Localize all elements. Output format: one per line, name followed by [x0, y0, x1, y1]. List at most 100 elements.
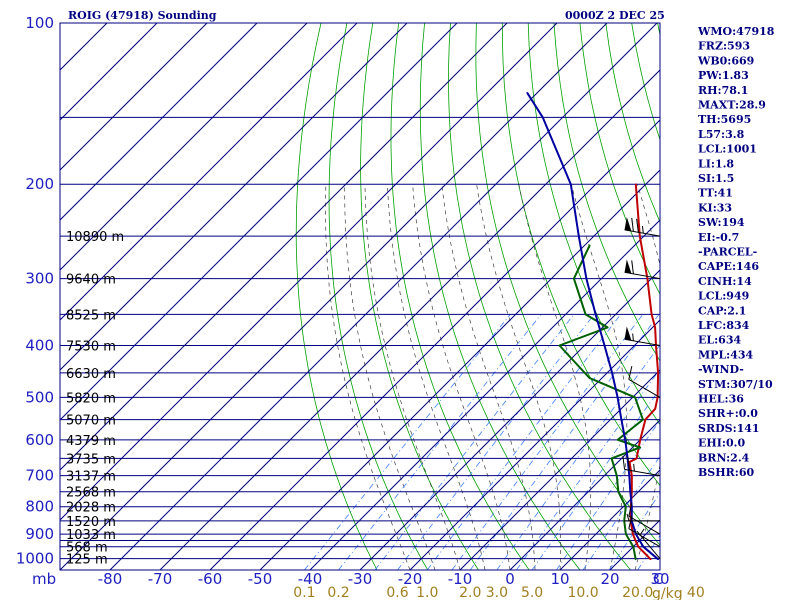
temperature-point [644, 418, 647, 421]
wind-barb-full [631, 260, 634, 274]
wind-barb-full [622, 455, 626, 470]
isotherm-line [459, 369, 660, 570]
isotherm-line [60, 23, 158, 121]
height-label: 5820 m [66, 391, 116, 406]
parcel-point [603, 344, 606, 347]
dewpoint-point [625, 533, 627, 535]
index-entry: LI:1.8 [698, 157, 734, 170]
index-entry: EI:-0.7 [698, 231, 739, 244]
height-label: 8525 m [66, 308, 116, 323]
wind-barb-staff [628, 378, 661, 398]
index-entry: FRZ:593 [698, 40, 750, 53]
wind-barb-half [633, 463, 635, 472]
parcel-point [620, 418, 623, 421]
wind-barb-half [626, 513, 630, 521]
isotherm-line [109, 23, 658, 570]
isotherm-line [60, 23, 558, 521]
temperature-point [632, 533, 634, 535]
wind-barb-half [642, 225, 644, 234]
height-label: 568 m [66, 541, 108, 556]
temperature-point [656, 396, 659, 399]
temperature-point [631, 474, 633, 477]
parcel-point [611, 372, 613, 374]
temperature-point [654, 408, 656, 410]
temperature-point [637, 545, 640, 548]
wind-barb-staff [628, 515, 661, 535]
height-label: 1520 m [66, 515, 116, 530]
pressure-axis-labels: 100 200 300 400 500 600 700 800 900 1000 [16, 14, 54, 568]
index-entry: -PARCEL- [698, 246, 757, 259]
dewpoint-point [639, 446, 641, 449]
pressure-tick-label: 200 [25, 175, 54, 193]
dewpoint-point [616, 439, 619, 441]
dry-adiabat-line [328, 23, 429, 570]
wind-barb-full [627, 456, 630, 471]
mixing-ratio-labels: 0.1 0.2 0.6 1.0 2.0 3.0 5.0 10.0 20.0 40 [293, 585, 704, 600]
mixing-ratio-tick-label: 1.0 [416, 585, 438, 600]
height-label: 125 m [66, 553, 108, 568]
index-entry: LCL:1001 [698, 143, 757, 156]
isotherm-line [559, 469, 660, 570]
mixing-ratio-tick-label: 10.0 [567, 585, 598, 600]
parcel-point [541, 116, 544, 119]
isotherm-line [60, 23, 408, 371]
index-entry: LFC:834 [698, 319, 750, 332]
wind-barbs [622, 217, 661, 559]
index-entry: CAP:2.1 [698, 304, 746, 317]
index-entry: TT:41 [698, 187, 733, 200]
wind-barb-pennant [624, 217, 632, 232]
temperature-point [635, 183, 637, 185]
temperature-point [635, 457, 638, 460]
mixing-ratio-tick-label: 40 [687, 585, 705, 600]
pressure-tick-label: 600 [25, 431, 54, 449]
temperature-axis-labels: -80 -70 -60 -50 -40 -30 -20 -10 0 10 20 30 [98, 570, 670, 588]
temperature-tick-label: 30 [650, 570, 669, 588]
dewpoint-point [642, 418, 644, 421]
height-labels: 10890 m 9640 m 8525 m 7530 m 6630 m 5820 m 507… [66, 230, 124, 567]
mixing-ratio-unit-label: g/kg [652, 586, 683, 600]
parcel-point [657, 558, 659, 561]
parcel-point [642, 545, 645, 548]
temperature-point [654, 326, 656, 329]
pressure-tick-label: 900 [25, 525, 54, 543]
pressure-tick-label: 800 [25, 498, 54, 516]
index-entry: CINH:14 [698, 275, 752, 288]
wind-barb-full [628, 366, 633, 380]
dry-adiabat-line [448, 23, 631, 570]
mixing-ratio-tick-label: 3.0 [486, 585, 508, 600]
wind-barb-full [628, 502, 633, 517]
mixing-ratio-line [469, 314, 660, 570]
mixing-ratio-tick-label: 0.6 [386, 585, 408, 600]
index-entry: TH:5695 [698, 113, 751, 126]
index-entry: STM:307/10 [698, 378, 773, 391]
wind-barb-half [632, 333, 634, 341]
dewpoint-point [625, 505, 627, 508]
parcel-point [635, 533, 637, 535]
isotherm-line [259, 169, 660, 570]
isobar-lines [60, 23, 660, 560]
isotherm-line [409, 319, 660, 570]
temperature-point [639, 439, 641, 441]
moist-adiabat-line [518, 184, 592, 570]
isotherm-line [60, 23, 208, 171]
isotherm-line [159, 69, 660, 570]
wind-barb-full [636, 218, 639, 233]
dewpoint-point [634, 396, 636, 399]
mixing-ratio-tick-label: 0.1 [293, 585, 315, 600]
dewpoint-point [588, 377, 591, 379]
height-label: 10890 m [66, 230, 124, 245]
temperature-point [649, 558, 652, 561]
index-entry: SRDS:141 [698, 422, 760, 435]
index-entry: RH:78.1 [698, 84, 748, 97]
index-entry: MPL:434 [698, 348, 754, 361]
isotherm-line [309, 219, 660, 570]
index-entry: LCL:949 [698, 290, 749, 303]
wind-barb-pennant [624, 259, 632, 274]
temperature-point [639, 235, 641, 237]
temperature-tick-label: -20 [398, 570, 423, 588]
dry-adiabat-line [553, 23, 660, 362]
isotherm-line [60, 23, 508, 471]
height-label: 4379 m [66, 434, 116, 449]
moist-adiabat-line [325, 184, 411, 570]
temperature-unit-label: C [653, 570, 663, 588]
